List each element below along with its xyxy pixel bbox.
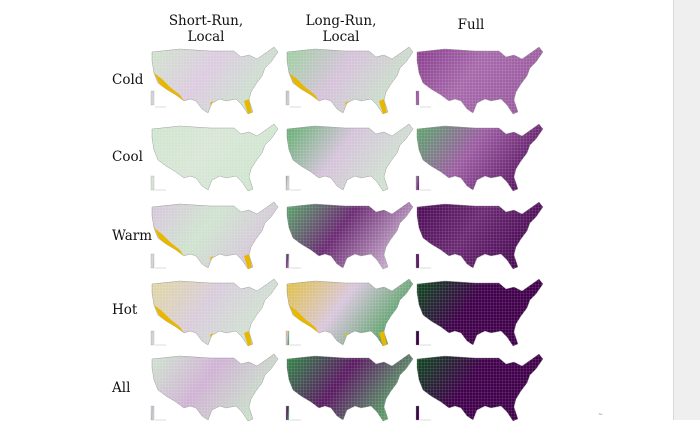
map-hot-short-run-local (150, 275, 282, 349)
row-label-cold: Cold (112, 72, 144, 88)
map-all-short-run-local (150, 350, 282, 424)
document-page: Short-Run, Local Long-Run, Local Full Co… (112, 13, 604, 422)
row-label-cool: Cool (112, 149, 143, 165)
color-legend (415, 330, 431, 346)
map-warm-short-run-local (150, 198, 282, 272)
map-cold-short-run-local (150, 43, 282, 117)
map-cold-full (415, 43, 547, 117)
color-legend (415, 175, 431, 191)
row-label-hot: Hot (112, 302, 138, 318)
color-legend (150, 330, 166, 346)
color-legend (150, 90, 166, 108)
map-hot-long-run-local (285, 275, 417, 349)
map-all-long-run-local (285, 350, 417, 424)
map-cool-long-run-local (285, 120, 417, 194)
row-label-warm: Warm (112, 228, 153, 244)
color-legend (415, 405, 431, 421)
color-legend (150, 253, 166, 269)
column-header-long-run-local: Long-Run, Local (305, 13, 377, 45)
color-legend (415, 253, 431, 269)
map-warm-full (415, 198, 547, 272)
map-all-full (415, 350, 547, 424)
column-header-short-run-local: Short-Run, Local (168, 13, 244, 45)
color-legend (285, 253, 301, 269)
color-legend (285, 330, 301, 346)
color-legend (285, 175, 301, 191)
color-legend (150, 175, 166, 191)
color-legend (150, 405, 166, 421)
color-legend (415, 90, 431, 108)
map-warm-long-run-local (285, 198, 417, 272)
viewer-side-panel (673, 0, 700, 420)
page-mark: ~ (598, 411, 604, 418)
column-header-full: Full (457, 17, 485, 33)
map-cold-long-run-local (285, 43, 417, 117)
color-legend (285, 90, 301, 108)
map-cool-short-run-local (150, 120, 282, 194)
map-cool-full (415, 120, 547, 194)
row-label-all: All (112, 380, 131, 396)
map-hot-full (415, 275, 547, 349)
color-legend (285, 405, 301, 421)
